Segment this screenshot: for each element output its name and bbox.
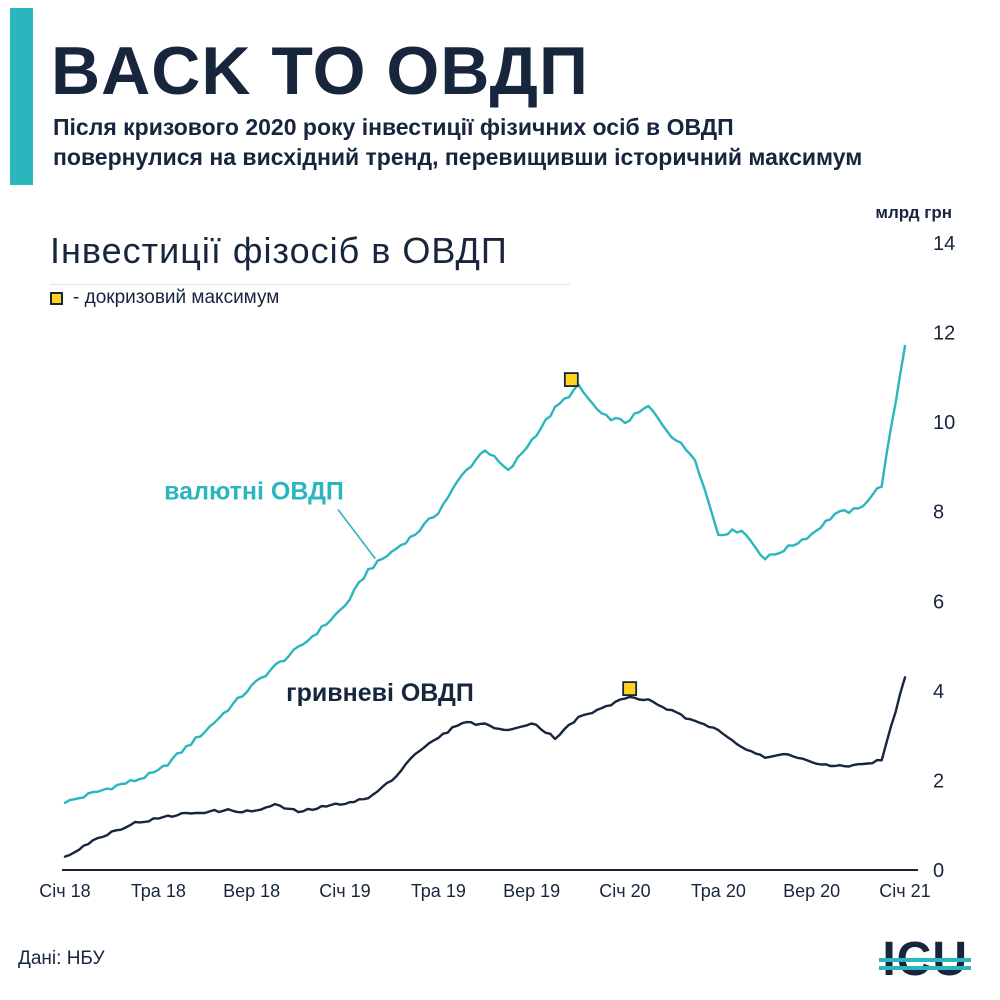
y-axis-unit-label: млрд грн: [875, 203, 952, 222]
x-tick-label: Тра 20: [691, 881, 746, 901]
y-tick-label: 0: [933, 860, 944, 882]
y-tick-label: 6: [933, 591, 944, 613]
precrisis-max-marker: [622, 681, 638, 697]
x-tick-label: Січ 19: [319, 881, 370, 901]
icu-logo-stripe-top: [879, 958, 971, 962]
y-tick-label: 12: [933, 323, 955, 345]
x-tick-label: Тра 19: [411, 881, 466, 901]
icu-logo-stripe-bottom: [879, 966, 971, 970]
chart-title: Інвестиції фізосіб в ОВДП: [50, 230, 570, 285]
subtitle-line-1: Після кризового 2020 року інвестиції фіз…: [53, 114, 734, 140]
y-tick-label: 10: [933, 412, 955, 434]
precrisis-max-marker: [563, 372, 579, 387]
main-title: BACK TO ОВДП: [51, 33, 589, 109]
legend-label: - докризовий максимум: [73, 287, 280, 308]
x-tick-label: Вер 20: [783, 881, 840, 901]
currency-ovdp-line: [63, 344, 907, 804]
x-tick-label: Січ 21: [879, 881, 930, 901]
y-tick-label: 4: [933, 681, 944, 703]
hryvnia-ovdp-line: [63, 676, 907, 858]
y-tick-label: 14: [933, 233, 955, 255]
subtitle-line-2: повернулися на висхідний тренд, перевищи…: [53, 144, 863, 170]
x-tick-label: Тра 18: [131, 881, 186, 901]
series-annotation: валютні ОВДП: [164, 478, 344, 506]
series-annotation: гривневі ОВДП: [286, 679, 474, 707]
x-tick-label: Січ 20: [599, 881, 650, 901]
x-tick-label: Січ 18: [39, 881, 90, 901]
accent-bar: [10, 8, 33, 185]
x-tick-label: Вер 18: [223, 881, 280, 901]
precrisis-max-legend-square: [50, 291, 63, 305]
icu-logo: ICU: [879, 936, 971, 984]
annotation-pointer-line: [337, 508, 376, 560]
y-tick-label: 8: [933, 502, 944, 524]
x-tick-label: Вер 19: [503, 881, 560, 901]
legend: - докризовий максимум: [50, 287, 279, 309]
data-source: Дані: НБУ: [18, 948, 105, 969]
y-tick-label: 2: [933, 770, 944, 792]
